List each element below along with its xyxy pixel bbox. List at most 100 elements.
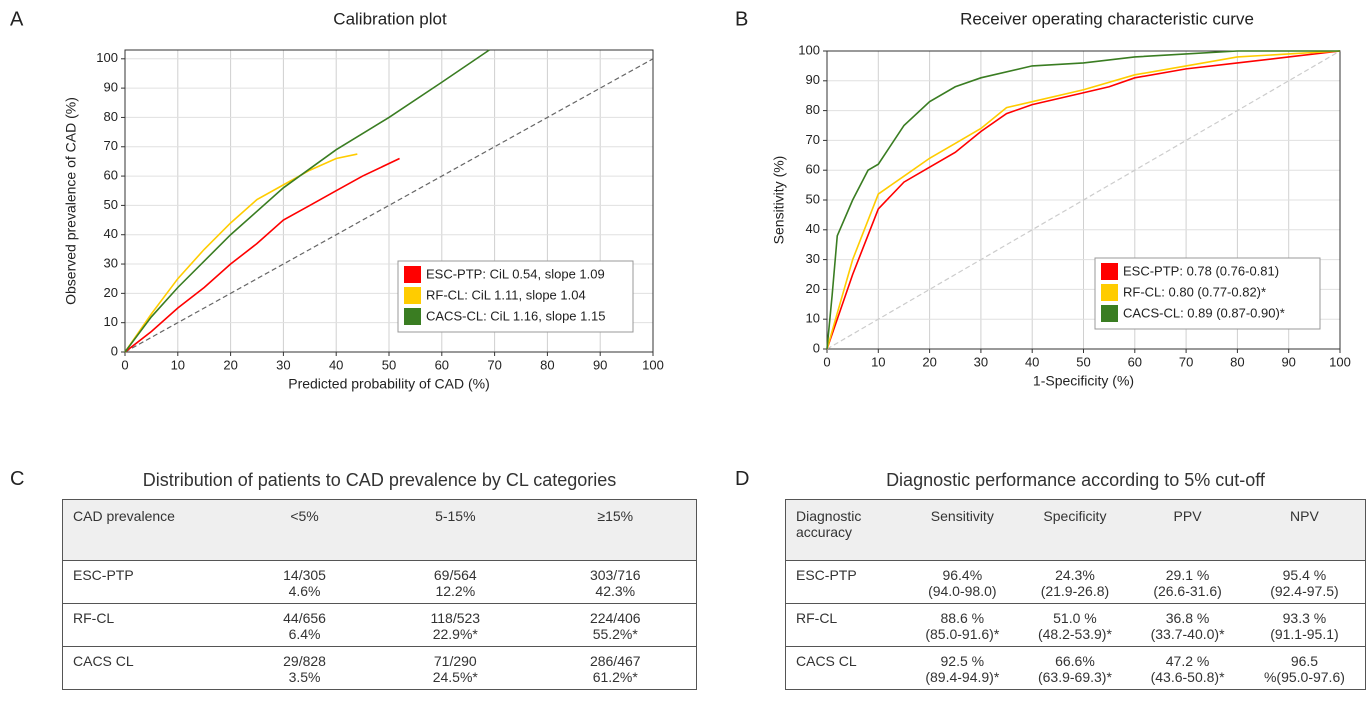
chart-title: Calibration plot — [333, 9, 447, 28]
cell-value: 69/564 — [433, 567, 477, 583]
cell: 96.5 %(95.0-97.6) — [1243, 646, 1366, 690]
panel-label: C — [10, 468, 25, 490]
legend-box — [1094, 257, 1321, 330]
x-axis-label: 1-Specificity (%) — [1033, 373, 1134, 389]
cell: 286/467 61.2%* — [534, 646, 697, 690]
legend-label: CACS-CL: CiL 1.16, slope 1.15 — [426, 308, 605, 323]
y-tick-label: 0 — [111, 343, 118, 358]
row-label: RF-CL — [785, 603, 906, 647]
line — [826, 50, 1341, 350]
row-label: RF-CL — [62, 603, 233, 647]
cell-detail: 22.9%* — [432, 626, 478, 642]
cell: 303/716 42.3% — [534, 560, 697, 604]
cell: 44/656 6.4% — [233, 603, 377, 647]
cell-value: 29.1 % — [1165, 567, 1210, 583]
table-title: Distribution of patients to CAD prevalen… — [142, 470, 617, 490]
cell-value: 118/523 — [430, 610, 481, 626]
y-tick-label: 100 — [96, 50, 118, 65]
row-label: ESC-PTP — [785, 560, 906, 604]
line — [124, 49, 490, 353]
cell: 96.4% (94.0-98.0) — [906, 560, 1019, 604]
legend-label: ESC-PTP: CiL 0.54, slope 1.09 — [426, 266, 605, 281]
y-tick-label: 10 — [806, 311, 820, 326]
cell-value: 96.5 — [1290, 653, 1319, 669]
header-cell: CAD prevalence — [62, 499, 233, 561]
header-row: Diagnostic accuracy Sensitivity Specificit… — [785, 499, 1366, 561]
cell: 69/564 12.2% — [376, 560, 535, 604]
y-tick-label: 30 — [806, 251, 820, 266]
cell-value: 51.0 % — [1053, 610, 1097, 626]
panel-label: A — [10, 8, 24, 30]
x-tick-label: 40 — [1025, 354, 1039, 369]
cell-value: 96.4% — [942, 567, 983, 583]
cell-value: 88.6 % — [940, 610, 985, 626]
plot-frame — [826, 50, 1341, 350]
y-axis-label: Sensitivity (%) — [771, 156, 787, 245]
header-cell: 5-15% — [376, 499, 535, 561]
cell-value: 36.8 % — [1165, 610, 1210, 626]
x-tick-label: 50 — [1076, 354, 1090, 369]
cell-value: 224/406 — [589, 610, 641, 626]
cell: 24.3% (21.9-26.8) — [1018, 560, 1132, 604]
cell-value: 24.3% — [1055, 567, 1095, 583]
row: RF-CL 88.6 % (85.0-91.6)* 51.0 % (48.2-53.9)… — [785, 603, 1366, 647]
cell: 29/828 3.5% — [233, 646, 377, 690]
legend-swatch — [1101, 263, 1118, 280]
y-tick-label: 90 — [806, 72, 820, 87]
cell-detail: (85.0-91.6)* — [925, 626, 1000, 642]
x-tick-label: 90 — [593, 357, 607, 372]
cell-detail: (92.4-97.5) — [1270, 583, 1339, 599]
table: CAD prevalence <5% 5-15% ≥15% ESC-PTP 14/305 4… — [62, 499, 697, 690]
cell-detail: %(95.0-97.6) — [1263, 669, 1345, 685]
x-tick-label: 100 — [1329, 354, 1351, 369]
x-tick-label: 80 — [540, 357, 554, 372]
x-tick-label: 0 — [823, 354, 830, 369]
cell: 95.4 % (92.4-97.5) — [1243, 560, 1366, 604]
y-tick-label: 70 — [806, 132, 820, 147]
cell-detail: (63.9-69.3)* — [1037, 669, 1112, 685]
row: CACS CL 29/828 3.5% 71/290 24.5%* 286/467 61.2… — [62, 646, 697, 690]
legend-label: ESC-PTP: 0.78 (0.76-0.81) — [1123, 263, 1279, 278]
cell: 92.5 % (89.4-94.9)* — [906, 646, 1019, 690]
header-cell: Sensitivity — [906, 499, 1019, 561]
y-tick-label: 70 — [104, 138, 118, 153]
cell: 71/290 24.5%* — [376, 646, 535, 690]
cell-detail: 4.6% — [288, 583, 321, 599]
legend-swatch — [1101, 284, 1118, 301]
cell-detail: 42.3% — [595, 583, 636, 599]
cell-detail: (91.1-95.1) — [1270, 626, 1339, 642]
header-cell: ≥15% — [534, 499, 697, 561]
cell-detail: (43.6-50.8)* — [1150, 669, 1225, 685]
x-tick-label: 90 — [1281, 354, 1295, 369]
legend-label: CACS-CL: 0.89 (0.87-0.90)* — [1123, 305, 1285, 320]
row-label: CACS CL — [62, 646, 233, 690]
cell-detail: 24.5%* — [432, 669, 478, 685]
line — [124, 157, 400, 353]
header-cell: NPV — [1243, 499, 1366, 561]
x-tick-label: 60 — [435, 357, 449, 372]
cell-value: 44/656 — [283, 610, 326, 626]
cell-value: 71/290 — [433, 653, 477, 669]
legend-label: RF-CL: 0.80 (0.77-0.82)* — [1123, 284, 1266, 299]
cell: 66.6% (63.9-69.3)* — [1018, 646, 1132, 690]
cell-value: 93.3 % — [1282, 610, 1327, 626]
cell-value: 92.5 % — [940, 653, 985, 669]
y-tick-label: 60 — [806, 162, 820, 177]
row: RF-CL 44/656 6.4% 118/523 22.9%* 224/406 55.2%… — [62, 603, 697, 647]
y-tick-label: 80 — [806, 102, 820, 117]
cell-detail: (26.6-31.6) — [1153, 583, 1222, 599]
y-tick-label: 50 — [806, 191, 820, 206]
x-tick-label: 10 — [871, 354, 885, 369]
cell: 14/305 4.6% — [233, 560, 377, 604]
y-tick-label: 20 — [806, 281, 820, 296]
x-tick-label: 0 — [121, 357, 128, 372]
cell-detail: 55.2%* — [592, 626, 638, 642]
cell-detail: (48.2-53.9)* — [1037, 626, 1112, 642]
y-tick-label: 20 — [104, 285, 118, 300]
y-tick-label: 100 — [798, 42, 820, 57]
row: ESC-PTP 14/305 4.6% 69/564 12.2% 303/716 42.3% — [62, 560, 697, 604]
cell: 118/523 22.9%* — [376, 603, 535, 647]
legend-label: RF-CL: CiL 1.11, slope 1.04 — [426, 287, 586, 302]
row: ESC-PTP 96.4% (94.0-98.0) 24.3% (21.9-26.8) 2… — [785, 560, 1366, 604]
